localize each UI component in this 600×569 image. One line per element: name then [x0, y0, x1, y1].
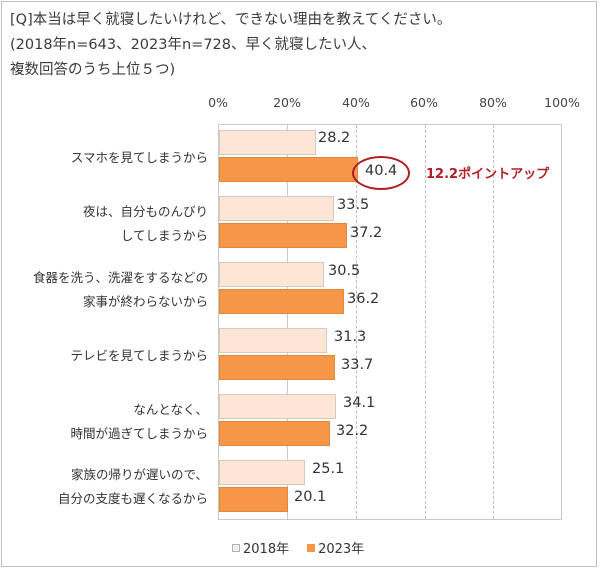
value-2023-time-passes: 32.2 — [336, 423, 369, 439]
value-2018-smartphone: 28.2 — [318, 130, 351, 146]
chart-title: [Q]本当は早く就寝したいけれど、できない理由を教えてください。 (2018年n… — [10, 8, 451, 83]
category-label-time-passes: なんとなく、 時間が過ぎてしまうから — [70, 402, 208, 441]
gridline-20 — [287, 125, 288, 519]
value-2023-relax: 37.2 — [350, 225, 383, 241]
bar-2023-family-late — [219, 487, 288, 512]
gridline-60 — [425, 125, 426, 519]
value-2018-tv: 31.3 — [334, 329, 367, 345]
value-2023-family-late: 20.1 — [294, 489, 327, 505]
title-line-2: (2018年n=643、2023年n=728、早く就寝したい人、 — [10, 37, 376, 53]
increase-annotation: 12.2ポイントアップ — [426, 167, 550, 182]
bar-2023-smartphone — [219, 157, 358, 182]
bar-2023-time-passes — [219, 421, 330, 446]
x-tick-40: 40% — [342, 95, 370, 110]
value-2018-housework: 30.5 — [328, 263, 361, 279]
x-tick-60: 60% — [410, 95, 438, 110]
value-2023-housework: 36.2 — [347, 291, 380, 307]
x-tick-0: 0% — [208, 95, 228, 110]
bar-2023-housework — [219, 289, 344, 314]
gridline-40 — [356, 125, 357, 519]
bar-2018-housework — [219, 262, 324, 287]
highlight-circle — [352, 156, 410, 190]
bar-2018-smartphone — [219, 130, 316, 155]
value-2018-family-late: 25.1 — [312, 461, 345, 477]
bar-2023-relax — [219, 223, 347, 248]
bar-2018-relax — [219, 196, 334, 221]
legend-item-2018: 2018年 — [232, 538, 289, 557]
category-label-family-late: 家族の帰りが遅いので、 自分の支度も遅くなるから — [57, 467, 208, 506]
x-tick-100: 100% — [544, 95, 580, 110]
legend-item-2023: 2023年 — [307, 538, 364, 557]
legend: 2018年 2023年 — [232, 538, 364, 557]
category-label-relax: 夜は、自分ものんびり してしまうから — [82, 204, 208, 243]
legend-swatch-2023 — [307, 543, 316, 552]
legend-swatch-2018 — [232, 543, 240, 552]
gridline-80 — [493, 125, 494, 519]
x-tick-20: 20% — [273, 95, 301, 110]
bar-2023-tv — [219, 355, 335, 380]
title-line-1: [Q]本当は早く就寝したいけれど、できない理由を教えてください。 — [10, 12, 452, 28]
bar-2018-family-late — [219, 460, 305, 485]
value-2018-relax: 33.5 — [337, 197, 370, 213]
bar-2018-time-passes — [219, 394, 336, 419]
bar-2018-tv — [219, 328, 327, 353]
x-tick-80: 80% — [479, 95, 507, 110]
value-2018-time-passes: 34.1 — [343, 395, 376, 411]
title-line-3: 複数回答のうち上位５つ) — [10, 62, 176, 78]
category-label-tv: テレビを見てしまうから — [70, 348, 208, 363]
value-2023-tv: 33.7 — [341, 357, 374, 373]
category-label-smartphone: スマホを見てしまうから — [70, 150, 208, 165]
plot-area — [218, 124, 562, 520]
category-label-housework: 食器を洗う、洗濯をするなどの 家事が終わらないから — [32, 270, 208, 309]
